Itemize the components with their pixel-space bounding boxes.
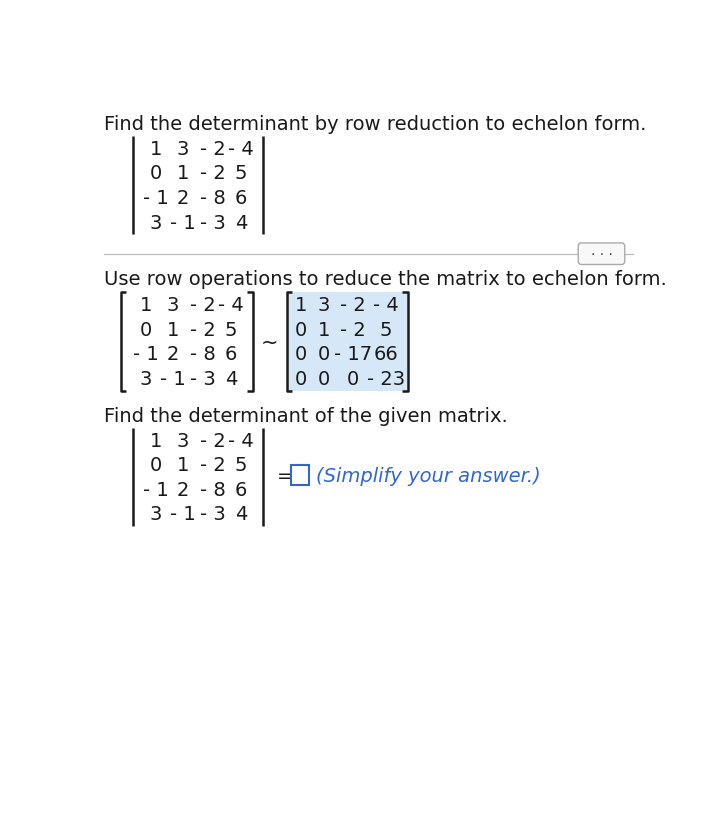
Text: 66: 66 bbox=[374, 345, 398, 364]
Text: Find the determinant by row reduction to echelon form.: Find the determinant by row reduction to… bbox=[104, 115, 647, 134]
Text: ~: ~ bbox=[261, 332, 279, 352]
Text: - 2: - 2 bbox=[340, 296, 366, 314]
Text: - 3: - 3 bbox=[199, 214, 225, 233]
Text: - 17: - 17 bbox=[333, 345, 372, 364]
Text: 4: 4 bbox=[235, 214, 247, 233]
Text: - 1: - 1 bbox=[143, 188, 168, 208]
FancyBboxPatch shape bbox=[287, 293, 408, 391]
Text: - 2: - 2 bbox=[199, 139, 225, 159]
Text: - 1: - 1 bbox=[170, 505, 196, 524]
Text: - 2: - 2 bbox=[189, 296, 215, 314]
Text: 0: 0 bbox=[294, 369, 307, 388]
Text: 1: 1 bbox=[177, 164, 189, 183]
Text: 3: 3 bbox=[150, 505, 162, 524]
Text: 6: 6 bbox=[235, 188, 247, 208]
Text: 3: 3 bbox=[167, 296, 179, 314]
Text: - 3: - 3 bbox=[189, 369, 215, 388]
Text: - 4: - 4 bbox=[228, 139, 254, 159]
FancyBboxPatch shape bbox=[291, 466, 310, 486]
Text: 3: 3 bbox=[318, 296, 330, 314]
Text: 1: 1 bbox=[167, 320, 179, 339]
Text: · · ·: · · · bbox=[590, 247, 613, 261]
Text: Find the determinant of the given matrix.: Find the determinant of the given matrix… bbox=[104, 407, 508, 426]
Text: 0: 0 bbox=[294, 320, 307, 339]
Text: 4: 4 bbox=[235, 505, 247, 524]
Text: - 2: - 2 bbox=[199, 164, 225, 183]
Text: 1: 1 bbox=[150, 431, 162, 450]
Text: - 4: - 4 bbox=[218, 296, 244, 314]
Text: - 2: - 2 bbox=[199, 431, 225, 450]
Text: 1: 1 bbox=[294, 296, 307, 314]
Text: 2: 2 bbox=[177, 188, 189, 208]
Text: 1: 1 bbox=[140, 296, 152, 314]
Text: 4: 4 bbox=[225, 369, 237, 388]
Text: 5: 5 bbox=[225, 320, 238, 339]
Text: Use row operations to reduce the matrix to echelon form.: Use row operations to reduce the matrix … bbox=[104, 269, 667, 289]
Text: - 1: - 1 bbox=[143, 480, 168, 500]
FancyBboxPatch shape bbox=[578, 243, 625, 265]
Text: 0: 0 bbox=[346, 369, 359, 388]
Text: 5: 5 bbox=[380, 320, 392, 339]
Text: 3: 3 bbox=[150, 214, 162, 233]
Text: 1: 1 bbox=[318, 320, 330, 339]
Text: - 1: - 1 bbox=[170, 214, 196, 233]
Text: - 1: - 1 bbox=[133, 345, 158, 364]
Text: 3: 3 bbox=[140, 369, 152, 388]
Text: 6: 6 bbox=[225, 345, 237, 364]
Text: 1: 1 bbox=[150, 139, 162, 159]
Text: =: = bbox=[276, 466, 293, 486]
Text: - 8: - 8 bbox=[189, 345, 215, 364]
Text: - 3: - 3 bbox=[199, 505, 225, 524]
Text: 5: 5 bbox=[235, 164, 248, 183]
Text: 0: 0 bbox=[294, 345, 307, 364]
Text: 0: 0 bbox=[318, 369, 330, 388]
Text: - 2: - 2 bbox=[199, 455, 225, 475]
Text: - 4: - 4 bbox=[228, 431, 254, 450]
Text: 1: 1 bbox=[177, 455, 189, 475]
Text: 6: 6 bbox=[235, 480, 247, 500]
Text: 2: 2 bbox=[167, 345, 179, 364]
Text: 0: 0 bbox=[318, 345, 330, 364]
Text: - 2: - 2 bbox=[340, 320, 366, 339]
Text: 0: 0 bbox=[140, 320, 152, 339]
Text: 0: 0 bbox=[150, 455, 162, 475]
Text: - 1: - 1 bbox=[160, 369, 186, 388]
Text: 3: 3 bbox=[177, 139, 189, 159]
Text: 5: 5 bbox=[235, 455, 248, 475]
Text: 0: 0 bbox=[150, 164, 162, 183]
Text: 2: 2 bbox=[177, 480, 189, 500]
Text: - 8: - 8 bbox=[199, 188, 225, 208]
Text: 3: 3 bbox=[177, 431, 189, 450]
Text: (Simplify your answer.): (Simplify your answer.) bbox=[315, 466, 540, 486]
Text: - 2: - 2 bbox=[189, 320, 215, 339]
Text: - 4: - 4 bbox=[373, 296, 399, 314]
Text: - 23: - 23 bbox=[367, 369, 405, 388]
Text: - 8: - 8 bbox=[199, 480, 225, 500]
